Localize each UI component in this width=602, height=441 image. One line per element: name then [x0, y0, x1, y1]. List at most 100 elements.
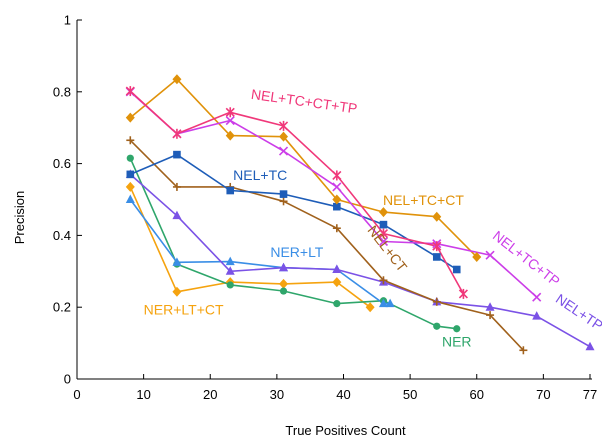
y-tick-label: 0.6 — [53, 156, 71, 171]
series-label-ner: NER — [442, 334, 472, 350]
data-point-nel-tc-tp — [278, 146, 289, 156]
series-line-nel-tc — [129, 153, 458, 271]
data-point-nel-ct — [279, 197, 288, 206]
x-tick-label: 40 — [336, 387, 350, 402]
data-point-nel-tc-tp — [332, 182, 342, 192]
data-point-nel-tc-ct-tp — [125, 86, 135, 97]
data-point-nel-tc — [432, 253, 441, 261]
data-point-nel-tc-ct — [125, 112, 135, 123]
data-point-nel-tc-tp — [532, 292, 542, 302]
data-point-nel-tc-tp — [485, 250, 495, 260]
data-point-ner-lt — [385, 298, 395, 308]
data-point-nel-tc — [452, 265, 461, 274]
series-label-ner-lt-ct: NER+LT+CT — [144, 301, 224, 317]
data-point-nel-tc-ct — [332, 194, 342, 205]
marker-stroke — [485, 250, 495, 260]
series-label-nel-tc-tp: NEL+TC+TP — [490, 227, 563, 289]
x-tick-label: 50 — [403, 387, 417, 402]
data-point-nel-tp — [172, 210, 182, 220]
data-point-nel-tc-ct-tp — [378, 228, 389, 239]
data-point-nel-tp — [332, 264, 342, 274]
data-point-ner — [433, 322, 441, 330]
data-point-nel-ct — [486, 311, 495, 320]
series-line-ner-lt-ct — [129, 186, 371, 308]
data-point-nel-tc-ct — [378, 207, 388, 218]
x-tick-label: 77 — [583, 387, 597, 402]
series-label-ner-lt: NER+LT — [270, 244, 323, 260]
axes: 0 10 20 30 40 50 60 70 77 0 0.2 0.4 0.6 0.8 1 — [53, 13, 597, 403]
data-point-nel-ct — [379, 276, 388, 285]
data-point-nel-ct — [332, 224, 341, 233]
data-point-ner-lt — [172, 257, 182, 266]
data-point-nel-ct — [432, 297, 441, 306]
marker-stroke — [378, 236, 389, 247]
series-label-nel-tc-ct: NEL+TC+CT — [383, 192, 464, 208]
x-axis-title: True Positives Count — [285, 423, 406, 438]
y-tick-label: 1 — [64, 13, 71, 28]
data-point-ner — [333, 300, 341, 308]
data-point-nel-tc-ct — [432, 211, 442, 222]
data-point-nel-tc-ct-tp — [432, 241, 442, 252]
data-point-nel-ct — [172, 182, 181, 191]
data-point-ner-lt — [378, 298, 388, 308]
data-point-nel-tc-ct-tp — [225, 107, 235, 118]
data-point-ner-lt — [225, 256, 235, 266]
series-label-nel-tc: NEL+TC — [233, 167, 287, 183]
y-axis-title: Precision — [12, 191, 27, 244]
data-point-ner-lt-ct — [332, 277, 342, 288]
x-tick-label: 30 — [270, 387, 284, 402]
y-tick-label: 0 — [64, 372, 71, 387]
data-point-ner-lt-ct — [125, 181, 135, 192]
series-label-nel-tc-ct-tp: NEL+TC+CT+TP — [250, 86, 358, 117]
data-point-nel-tp — [485, 302, 495, 311]
series-line-ner — [129, 157, 457, 330]
x-tick-label: 10 — [136, 387, 150, 402]
data-point-nel-tc-ct — [172, 74, 182, 85]
data-point-nel-tc-ct-tp — [278, 120, 289, 131]
data-point-nel-tc — [333, 202, 341, 211]
marker-stroke — [332, 182, 342, 192]
data-point-nel-tp — [532, 311, 542, 320]
data-point-nel-tc-tp — [225, 115, 235, 126]
data-point-nel-tc-tp — [378, 236, 389, 247]
marker-stroke — [225, 115, 235, 126]
x-tick-label: 70 — [536, 387, 550, 402]
data-point-nel-tc-ct — [225, 130, 235, 141]
data-point-nel-tp — [225, 266, 235, 275]
data-point-nel-ct — [519, 346, 528, 355]
data-point-nel-ct — [126, 136, 135, 145]
data-point-ner — [226, 281, 234, 289]
data-point-nel-tc-ct-tp — [458, 288, 468, 299]
y-tick-label: 0.4 — [53, 228, 71, 243]
data-point-nel-tc-ct-tp — [172, 128, 182, 139]
marker-stroke — [278, 146, 289, 156]
y-tick-label: 0.8 — [53, 84, 71, 99]
data-point-nel-tc — [173, 150, 181, 159]
marker-stroke — [532, 292, 542, 302]
data-point-nel-tp — [585, 341, 595, 351]
data-point-nel-tp — [279, 262, 289, 272]
series-markers — [125, 74, 595, 355]
series-line-nel-tp — [129, 173, 591, 348]
data-point-nel-tc-ct-tp — [332, 170, 342, 181]
data-point-ner — [279, 287, 288, 295]
data-point-nel-tc — [279, 190, 288, 198]
series-label-nel-tp: NEL+TP — [553, 290, 602, 333]
data-point-ner-lt-ct — [279, 278, 289, 289]
data-point-nel-tc — [126, 170, 135, 179]
data-point-ner-lt-ct — [172, 286, 182, 297]
x-tick-label: 20 — [203, 387, 217, 402]
data-point-nel-tc-ct — [279, 131, 289, 142]
data-point-nel-tc — [379, 220, 388, 229]
data-point-ner — [453, 325, 461, 333]
y-tick-label: 0.2 — [53, 300, 71, 315]
data-point-ner-lt-ct — [365, 302, 375, 313]
data-point-ner-lt — [125, 194, 135, 203]
series-line-nel-tc-ct-tp — [129, 90, 465, 295]
x-tick-label: 0 — [73, 387, 80, 402]
data-point-nel-tc — [226, 186, 235, 195]
data-point-ner — [126, 154, 134, 162]
x-tick-label: 60 — [470, 387, 484, 402]
